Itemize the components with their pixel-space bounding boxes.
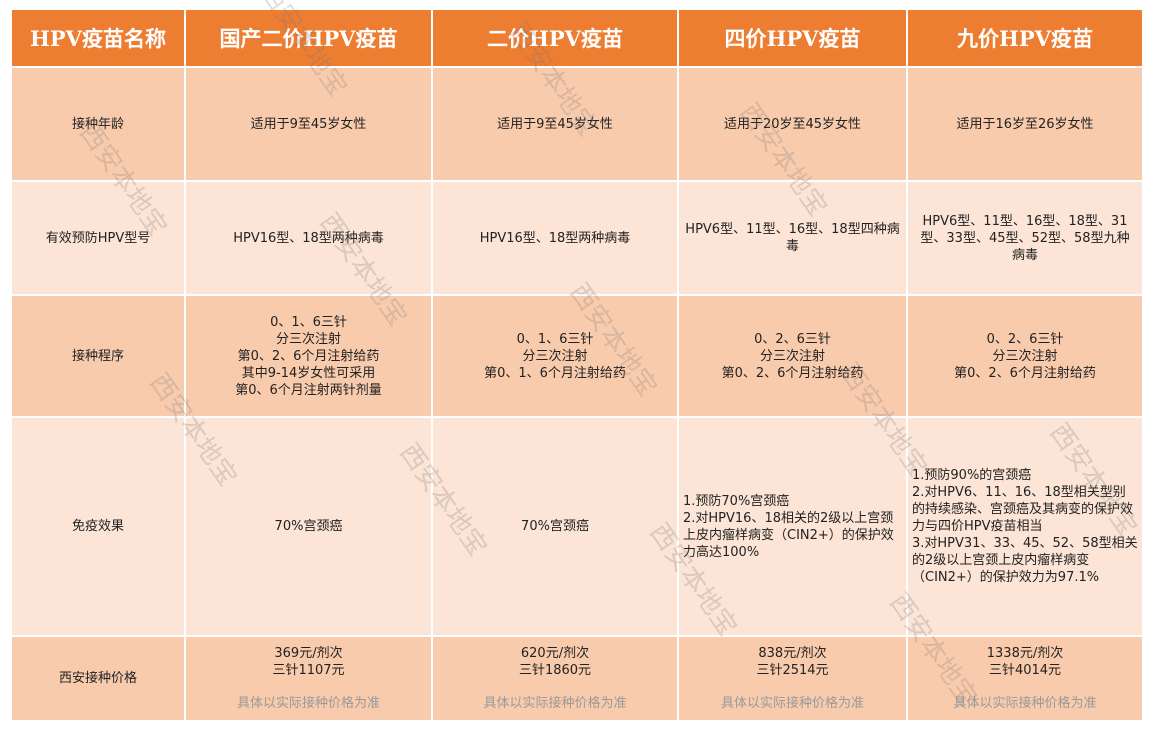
cell-line: 第0、2、6个月注射给药: [237, 348, 380, 364]
cell-line: 0、1、6三针: [516, 331, 594, 347]
cell-line: 838元/剂次: [758, 646, 827, 661]
cell-line: 三针1860元: [518, 663, 592, 678]
table-cell: HPV6型、11型、16型、18型、31型、33型、45型、52型、58型九种病…: [906, 180, 1144, 296]
table-row: 有效预防HPV型号 HPV16型、18型两种病毒 HPV16型、18型两种病毒 HPV…: [10, 180, 1144, 296]
cell-line: 三针4014元: [988, 663, 1062, 678]
price-note: 具体以实际接种价格为准: [236, 696, 380, 711]
cell-line: 3.对HPV31、33、45、52、58型相关的2级以上宫颈上皮内瘤样病变（CI…: [912, 536, 1138, 585]
row-label: 免疫效果: [10, 416, 186, 637]
table-row: 免疫效果 70%宫颈癌 70%宫颈癌 1.预防70%宫颈癌 2.对HPV16、18相关的…: [10, 416, 1144, 637]
price-note: 具体以实际接种价格为准: [953, 696, 1097, 711]
table-row: 西安接种价格 369元/剂次 三针1107元 具体以实际接种价格为准 620元/剂次 三针…: [10, 635, 1144, 722]
cell-line: HPV6型、11型、16型、18型四种病毒: [685, 222, 900, 254]
cell-line: 适用于9至45岁女性: [497, 116, 613, 132]
table-cell: 620元/剂次 三针1860元具体以实际接种价格为准: [431, 635, 679, 722]
table-cell: HPV16型、18型两种病毒: [431, 180, 679, 296]
row-label: 接种年龄: [10, 66, 186, 182]
row-label: 有效预防HPV型号: [10, 180, 186, 296]
cell-line: 第0、2、6个月注射给药: [954, 365, 1096, 381]
cell-line: 分三次注射: [522, 348, 588, 364]
table-cell: 0、2、6三针 分三次注射 第0、2、6个月注射给药: [677, 294, 908, 418]
cell-line: 620元/剂次: [520, 646, 590, 661]
cell-line: 第0、2、6个月注射给药: [721, 365, 864, 381]
header-cell: 国产二价HPV疫苗: [184, 8, 433, 68]
cell-line: HPV16型、18型两种病毒: [233, 230, 384, 246]
table-cell: 70%宫颈癌: [184, 416, 433, 637]
cell-line: 1.预防90%的宫颈癌: [912, 468, 1032, 483]
table-cell: 369元/剂次 三针1107元具体以实际接种价格为准: [184, 635, 433, 722]
cell-line: 分三次注射: [992, 348, 1058, 364]
price-note: 具体以实际接种价格为准: [720, 696, 864, 711]
header-row: HPV疫苗名称 国产二价HPV疫苗 二价HPV疫苗 四价HPV疫苗 九价HPV疫苗: [10, 8, 1144, 68]
hpv-vaccine-comparison-table: HPV疫苗名称 国产二价HPV疫苗 二价HPV疫苗 四价HPV疫苗 九价HPV疫苗 接种…: [10, 8, 1144, 722]
cell-line: HPV16型、18型两种病毒: [479, 230, 631, 246]
table-cell: 适用于9至45岁女性: [184, 66, 433, 182]
price-note: 具体以实际接种价格为准: [483, 696, 627, 711]
table-cell: 0、1、6三针 分三次注射 第0、1、6个月注射给药: [431, 294, 679, 418]
table-cell: HPV16型、18型两种病毒: [184, 180, 433, 296]
table-cell: 0、1、6三针 分三次注射 第0、2、6个月注射给药 其中9-14岁女性可采用 第0、6…: [184, 294, 433, 418]
cell-line: 三针1107元: [272, 663, 345, 678]
hpv-vaccine-table-container: HPV疫苗名称 国产二价HPV疫苗 二价HPV疫苗 四价HPV疫苗 九价HPV疫苗 接种…: [10, 8, 1144, 722]
table-cell: 适用于20岁至45岁女性: [677, 66, 908, 182]
cell-line: 三针2514元: [756, 663, 829, 678]
table-cell: 适用于9至45岁女性: [431, 66, 679, 182]
cell-line: 适用于20岁至45岁女性: [723, 116, 862, 132]
table-cell: 1338元/剂次 三针4014元具体以实际接种价格为准: [906, 635, 1144, 722]
table-cell: 1.预防90%的宫颈癌 2.对HPV6、11、16、18型相关型别的持续感染、宫颈…: [906, 416, 1144, 637]
cell-line: HPV6型、11型、16型、18型、31型、33型、45型、52型、58型九种病…: [920, 213, 1130, 263]
cell-line: 2.对HPV16、18相关的2级以上宫颈上皮内瘤样病变（CIN2+）的保护效力高…: [683, 510, 894, 560]
table-cell: 838元/剂次 三针2514元具体以实际接种价格为准: [677, 635, 908, 722]
cell-line: 其中9-14岁女性可采用: [241, 365, 376, 381]
cell-line: 1.预防70%宫颈癌: [683, 493, 790, 509]
cell-line: 369元/剂次: [274, 646, 343, 661]
table-cell: 1.预防70%宫颈癌 2.对HPV16、18相关的2级以上宫颈上皮内瘤样病变（CI…: [677, 416, 908, 637]
table-cell: HPV6型、11型、16型、18型四种病毒: [677, 180, 908, 296]
table-cell: 适用于16岁至26岁女性: [906, 66, 1144, 182]
row-label: 西安接种价格: [10, 635, 186, 722]
cell-line: 70%宫颈癌: [521, 519, 589, 534]
cell-line: 第0、1、6个月注射给药: [484, 365, 626, 381]
cell-line: 第0、6个月注射两针剂量: [235, 382, 382, 398]
header-cell: 二价HPV疫苗: [431, 8, 679, 68]
cell-line: 2.对HPV6、11、16、18型相关型别的持续感染、宫颈癌及其病变的保护效力与…: [912, 485, 1134, 534]
table-cell: 70%宫颈癌: [431, 416, 679, 637]
cell-line: 0、2、6三针: [754, 331, 831, 347]
table-row: 接种程序 0、1、6三针 分三次注射 第0、2、6个月注射给药 其中9-14岁女性可采用…: [10, 294, 1144, 418]
cell-line: 0、1、6三针: [270, 314, 347, 330]
table-row: 接种年龄 适用于9至45岁女性 适用于9至45岁女性 适用于20岁至45岁女性 适用于1…: [10, 66, 1144, 182]
table-cell: 0、2、6三针 分三次注射 第0、2、6个月注射给药: [906, 294, 1144, 418]
cell-line: 适用于9至45岁女性: [250, 116, 367, 132]
row-label: 接种程序: [10, 294, 186, 418]
header-cell: 九价HPV疫苗: [906, 8, 1144, 68]
cell-line: 70%宫颈癌: [274, 519, 343, 534]
cell-line: 分三次注射: [759, 348, 825, 364]
header-cell: 四价HPV疫苗: [677, 8, 908, 68]
cell-line: 1338元/剂次: [986, 646, 1064, 661]
cell-line: 适用于16岁至26岁女性: [956, 116, 1094, 132]
cell-line: 0、2、6三针: [986, 331, 1064, 347]
cell-line: 分三次注射: [275, 331, 341, 347]
header-cell: HPV疫苗名称: [10, 8, 186, 68]
